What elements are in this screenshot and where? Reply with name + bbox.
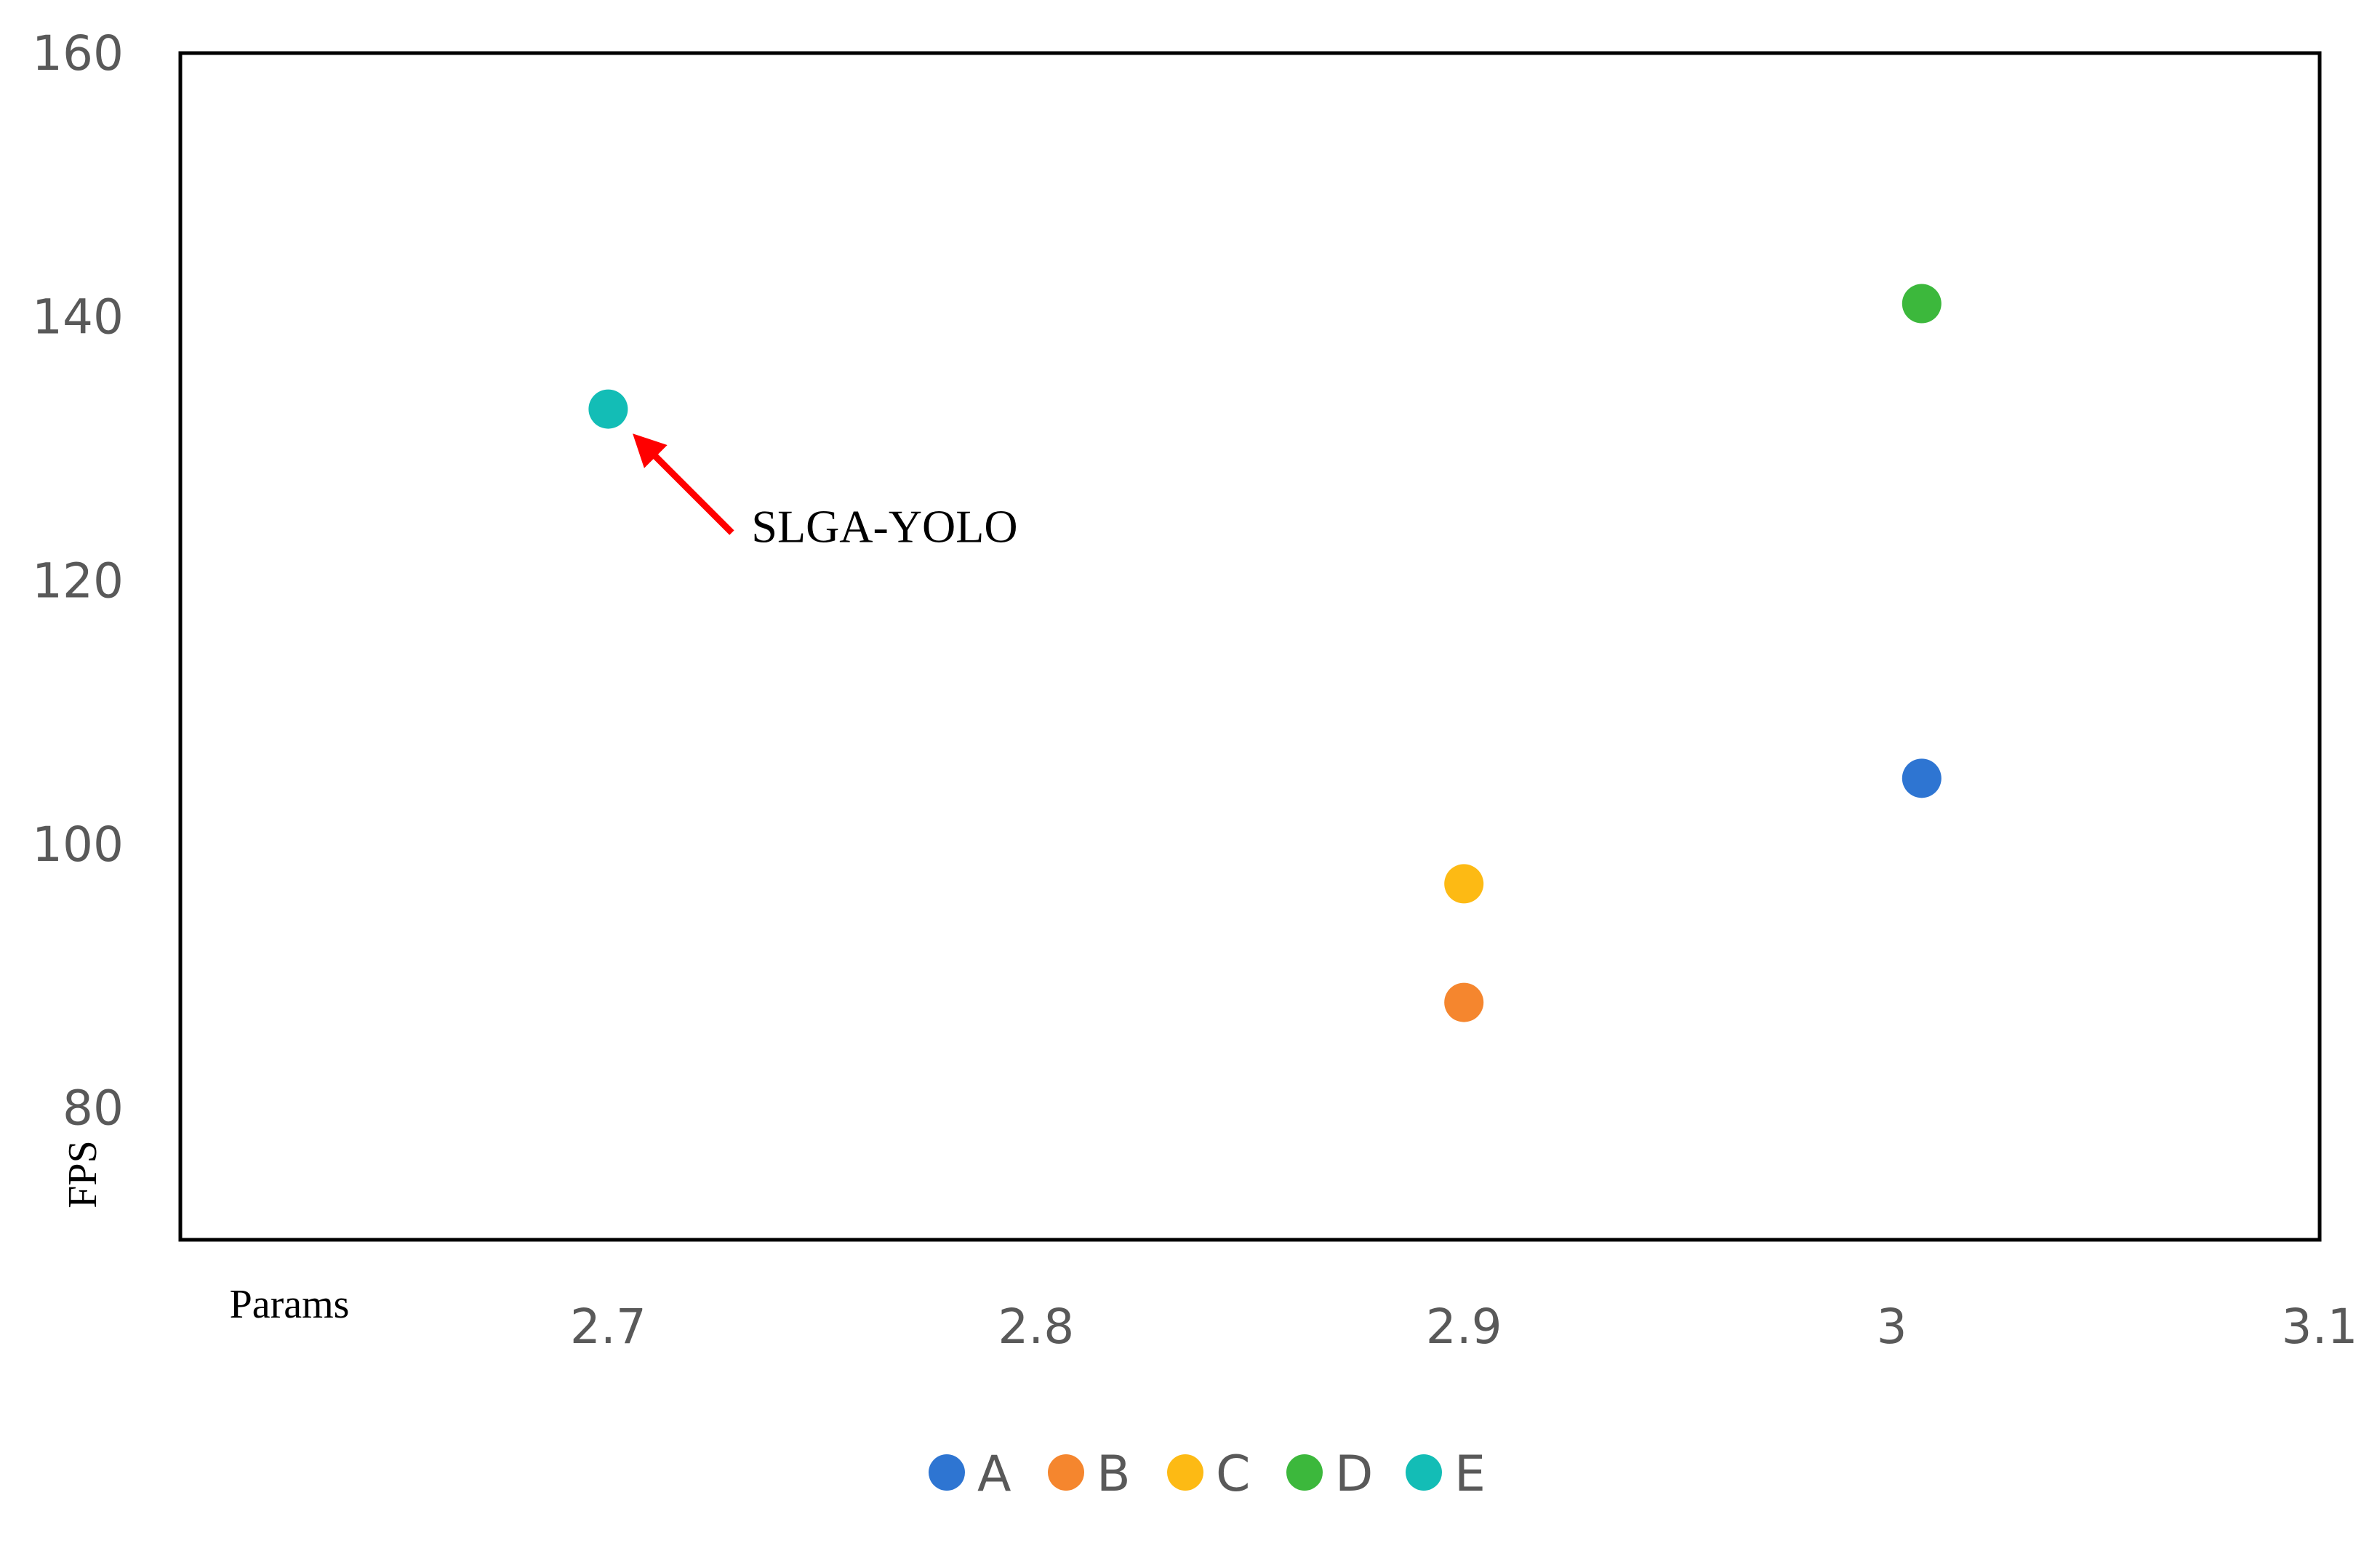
data-points	[588, 284, 1942, 1022]
y-tick-label: 160	[32, 25, 124, 81]
annotation-arrow	[633, 433, 734, 535]
legend-marker-c	[1167, 1454, 1203, 1491]
x-tick-label: 2.7	[570, 1299, 646, 1355]
data-point-a	[1902, 758, 1942, 798]
plot-area-frame	[178, 51, 2322, 1242]
legend-marker-d	[1286, 1454, 1323, 1491]
legend: A B C D E	[929, 1446, 1486, 1503]
y-tick-label: 140	[32, 289, 124, 345]
x-axis-title: Params	[230, 1282, 350, 1327]
data-point-b	[1444, 982, 1484, 1022]
x-tick-labels: 2.7 2.8 2.9 3 3.1	[570, 1299, 2358, 1355]
x-tick-label: 2.9	[1426, 1299, 1502, 1355]
legend-marker-e	[1406, 1454, 1442, 1491]
annotation-label: SLGA-YOLO	[751, 501, 1017, 553]
data-point-d	[1902, 284, 1942, 324]
legend-label-c: C	[1216, 1446, 1250, 1503]
y-tick-label: 80	[63, 1081, 124, 1137]
legend-label-b: B	[1097, 1446, 1131, 1503]
y-axis-title: FPS	[60, 1140, 105, 1208]
legend-label-e: E	[1454, 1446, 1486, 1503]
x-tick-label: 3	[1877, 1299, 1907, 1355]
annotations: SLGA-YOLO	[633, 433, 1018, 553]
legend-label-d: D	[1335, 1446, 1373, 1503]
legend-marker-a	[929, 1454, 965, 1491]
y-tick-label: 100	[32, 817, 124, 873]
data-point-c	[1444, 864, 1484, 904]
y-tick-label: 120	[32, 553, 124, 609]
x-tick-label: 3.1	[2282, 1299, 2358, 1355]
legend-label-a: A	[977, 1446, 1011, 1503]
y-tick-labels: 80 100 120 140 160	[32, 25, 124, 1137]
x-tick-label: 2.8	[998, 1299, 1074, 1355]
data-point-e	[588, 389, 628, 429]
legend-marker-b	[1048, 1454, 1084, 1491]
